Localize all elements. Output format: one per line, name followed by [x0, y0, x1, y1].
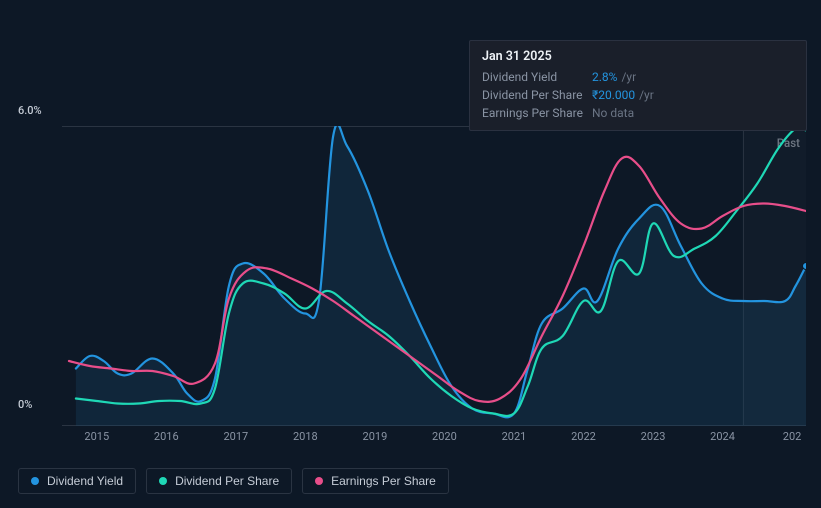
tooltip-row: Dividend Per Share₹20.000/yr	[482, 86, 794, 104]
tooltip-value: ₹20.000/yr	[592, 86, 654, 104]
legend-dot	[31, 477, 39, 485]
legend-item[interactable]: Dividend Yield	[18, 468, 136, 494]
legend-item[interactable]: Earnings Per Share	[302, 468, 449, 494]
tooltip-date: Jan 31 2025	[482, 49, 794, 64]
x-tick: 2015	[84, 430, 109, 443]
plot-area[interactable]	[62, 126, 806, 426]
legend-label: Dividend Per Share	[175, 474, 279, 488]
tooltip-label: Earnings Per Share	[482, 104, 592, 122]
x-tick: 2022	[571, 430, 596, 443]
legend: Dividend Yield Dividend Per Share Earnings…	[18, 468, 449, 494]
tooltip-label: Dividend Yield	[482, 68, 592, 86]
x-tick: 2024	[710, 430, 735, 443]
x-tick: 2023	[641, 430, 666, 443]
y-axis-min: 0%	[18, 398, 32, 411]
x-tick: 2016	[154, 430, 179, 443]
x-tick: 2017	[223, 430, 248, 443]
tooltip-label: Dividend Per Share	[482, 86, 592, 104]
x-axis: 2015 2016 2017 2018 2019 2020 2021 2022 2023 2024…	[62, 430, 806, 448]
legend-dot	[159, 477, 167, 485]
x-tick: 2019	[363, 430, 388, 443]
chart-container: Jan 31 2025 Dividend Yield2.8%/yrDividen…	[0, 0, 821, 508]
legend-label: Earnings Per Share	[331, 474, 436, 488]
legend-label: Dividend Yield	[47, 474, 123, 488]
tooltip-panel: Jan 31 2025 Dividend Yield2.8%/yrDividen…	[469, 40, 807, 131]
chart-area: 6.0% 0% Past 201520162017201820192020202…	[18, 104, 806, 434]
x-tick: 2018	[293, 430, 318, 443]
tooltip-value: 2.8%/yr	[592, 68, 636, 86]
y-axis-max: 6.0%	[18, 104, 42, 117]
legend-item[interactable]: Dividend Per Share	[146, 468, 292, 494]
x-tick: 202	[783, 430, 802, 443]
tooltip-row: Dividend Yield2.8%/yr	[482, 68, 794, 86]
x-tick: 2020	[432, 430, 457, 443]
legend-dot	[315, 477, 323, 485]
x-tick: 2021	[502, 430, 527, 443]
tooltip-value: No data	[592, 104, 634, 122]
tooltip-row: Earnings Per ShareNo data	[482, 104, 794, 122]
